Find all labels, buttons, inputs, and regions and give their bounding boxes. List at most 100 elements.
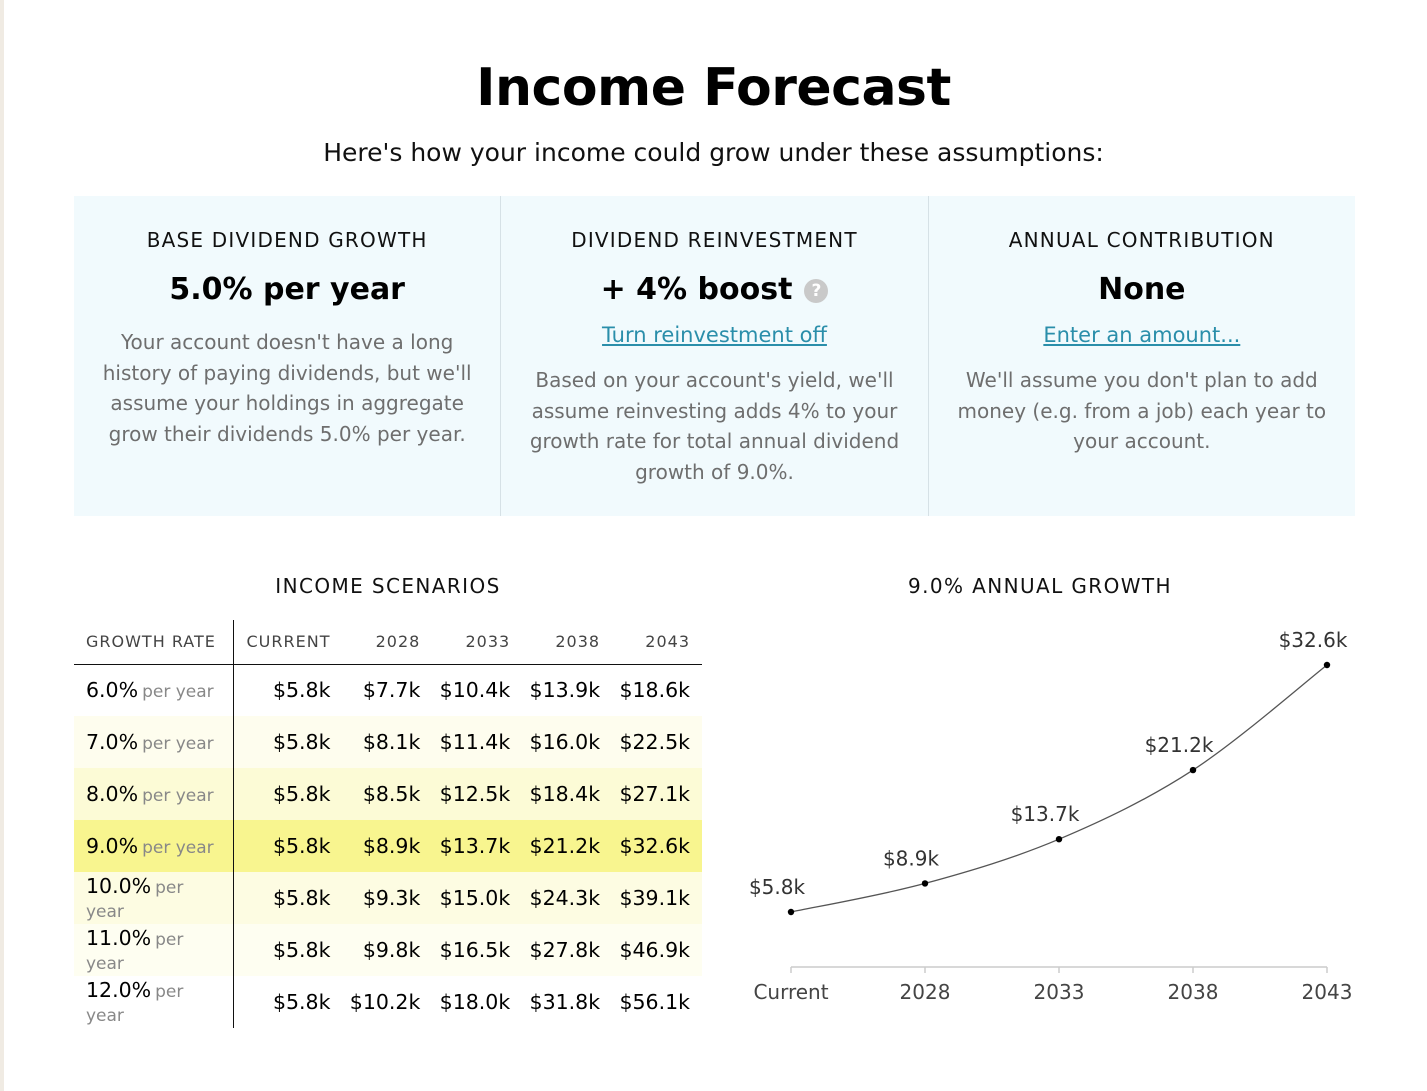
growth-rate-value: 7.0%: [86, 730, 139, 754]
value-cell: $5.8k: [233, 976, 343, 1028]
value-cell: $10.4k: [432, 664, 523, 716]
table-row: 8.0% per year $5.8k $8.5k $12.5k $18.4k $…: [74, 768, 702, 820]
growth-rate-value: 8.0%: [86, 782, 139, 806]
x-tick-label: 2028: [900, 980, 951, 1004]
value-cell: $27.1k: [612, 768, 702, 820]
growth-rate-cell: 8.0% per year: [74, 768, 234, 820]
value-cell: $18.4k: [522, 768, 613, 820]
value-cell: $16.0k: [522, 716, 613, 768]
column-header-2038: 2038: [522, 620, 613, 665]
column-header-growth-rate: GROWTH RATE: [74, 620, 234, 665]
table-header-row: GROWTH RATE CURRENT 2028 2033 2038 2043: [74, 620, 702, 665]
assumptions-panel: BASE DIVIDEND GROWTH 5.0% per year Your …: [74, 196, 1355, 516]
data-point: [1323, 661, 1331, 669]
assumption-base-dividend-growth: BASE DIVIDEND GROWTH 5.0% per year Your …: [74, 196, 502, 516]
data-label: $32.6k: [1279, 628, 1348, 652]
table-row: 10.0% per year $5.8k $9.3k $15.0k $24.3k …: [74, 872, 702, 924]
value-cell: $5.8k: [233, 872, 343, 924]
income-scenarios-title: INCOME SCENARIOS: [275, 574, 501, 598]
data-label: $21.2k: [1145, 733, 1214, 757]
value-cell: $7.7k: [342, 664, 433, 716]
column-header-2028: 2028: [342, 620, 433, 665]
growth-line-chart: Current 2028 2033 2038 2043 $5.8k $8.9k $13.7k $…: [749, 628, 1353, 1004]
value-cell: $12.5k: [432, 768, 523, 820]
growth-rate-value: 6.0%: [86, 678, 139, 703]
per-year-label: per year: [142, 734, 214, 754]
data-label: $13.7k: [1011, 802, 1080, 826]
value-cell: $21.2k: [522, 820, 613, 872]
column-header-2043: 2043: [612, 620, 702, 665]
assumption-description: Your account doesn't have a long history…: [102, 330, 472, 446]
value-cell: $46.9k: [612, 924, 702, 976]
value-cell: $9.3k: [342, 872, 433, 924]
question-circle-icon[interactable]: ?: [804, 279, 829, 303]
assumption-value: 5.0% per year: [169, 272, 405, 307]
x-tick-label: Current: [753, 980, 828, 1004]
assumption-annual-contribution: ANNUAL CONTRIBUTION None Enter an amount…: [929, 196, 1355, 516]
value-cell: $5.8k: [233, 768, 343, 820]
assumption-value: None: [1098, 272, 1186, 307]
growth-rate-cell: 7.0% per year: [74, 716, 234, 768]
growth-rate-cell: 11.0% per year: [74, 924, 234, 976]
growth-rate-value: 9.0%: [86, 834, 139, 858]
assumption-value-row: + 4% boost?: [525, 272, 903, 307]
value-cell: $56.1k: [612, 976, 702, 1028]
table-row: 6.0% per year $5.8k $7.7k $10.4k $13.9k $…: [74, 664, 702, 716]
table-row: 12.0% per year $5.8k $10.2k $18.0k $31.8k…: [74, 976, 702, 1028]
value-cell: $16.5k: [432, 924, 523, 976]
value-cell: $5.8k: [233, 716, 343, 768]
value-cell: $15.0k: [432, 872, 523, 924]
value-cell: $18.6k: [612, 664, 702, 716]
x-tick-label: 2043: [1302, 980, 1353, 1004]
value-cell: $32.6k: [612, 820, 702, 872]
table-row: 11.0% per year $5.8k $9.8k $16.5k $27.8k …: [74, 924, 702, 976]
page-subtitle: Here's how your income could grow under …: [323, 138, 1104, 167]
value-cell: $10.2k: [342, 976, 433, 1028]
value-cell: $13.7k: [432, 820, 523, 872]
income-scenarios-table: GROWTH RATE CURRENT 2028 2033 2038 2043 …: [74, 620, 702, 1028]
value-cell: $5.8k: [233, 820, 343, 872]
per-year-label: per year: [86, 878, 184, 922]
value-cell: $8.5k: [342, 768, 433, 820]
growth-series-line: [790, 664, 1328, 913]
value-cell: $24.3k: [522, 872, 613, 924]
column-header-current: CURRENT: [233, 620, 343, 665]
per-year-label: per year: [142, 682, 214, 703]
value-cell: $8.9k: [342, 820, 433, 872]
per-year-label: per year: [86, 930, 184, 974]
turn-reinvestment-off-link[interactable]: Turn reinvestment off: [602, 323, 827, 347]
x-tick-label: 2038: [1168, 980, 1219, 1004]
value-cell: $9.8k: [342, 924, 433, 976]
value-cell: $5.8k: [233, 664, 343, 716]
data-point: [921, 880, 929, 887]
growth-rate-cell: 10.0% per year: [74, 872, 234, 924]
value-cell: $8.1k: [342, 716, 433, 768]
value-cell: $31.8k: [522, 976, 613, 1028]
table-row-highlighted: 9.0% per year $5.8k $8.9k $13.7k $21.2k $…: [74, 820, 702, 872]
column-header-2033: 2033: [432, 620, 523, 665]
table-row: 7.0% per year $5.8k $8.1k $11.4k $16.0k $…: [74, 716, 702, 768]
value-cell: $39.1k: [612, 872, 702, 924]
growth-rate-cell: 6.0% per year: [74, 664, 234, 716]
per-year-label: per year: [142, 838, 214, 858]
value-cell: $11.4k: [432, 716, 523, 768]
assumption-label: BASE DIVIDEND GROWTH: [146, 228, 428, 252]
growth-rate-cell: 12.0% per year: [74, 976, 234, 1028]
value-cell: $18.0k: [432, 976, 523, 1028]
growth-rate-cell: 9.0% per year: [74, 820, 234, 872]
growth-rate-value: 11.0%: [86, 926, 152, 950]
growth-rate-value: 10.0%: [86, 874, 152, 898]
assumption-description: Based on your account's yield, we'll ass…: [529, 368, 900, 484]
value-cell: $22.5k: [612, 716, 702, 768]
data-label: $5.8k: [749, 875, 806, 899]
page-title: Income Forecast: [476, 58, 951, 118]
left-edge-border: [0, 0, 4, 1091]
assumption-value: + 4% boost: [600, 272, 793, 307]
value-cell: $13.9k: [522, 664, 613, 716]
value-cell: $5.8k: [233, 924, 343, 976]
assumption-description: We'll assume you don't plan to add money…: [957, 368, 1327, 453]
enter-amount-link[interactable]: Enter an amount...: [1043, 323, 1241, 347]
growth-rate-value: 12.0%: [86, 978, 152, 1002]
value-cell: $27.8k: [522, 924, 613, 976]
assumption-dividend-reinvestment: DIVIDEND REINVESTMENT + 4% boost? Turn r…: [501, 196, 929, 516]
